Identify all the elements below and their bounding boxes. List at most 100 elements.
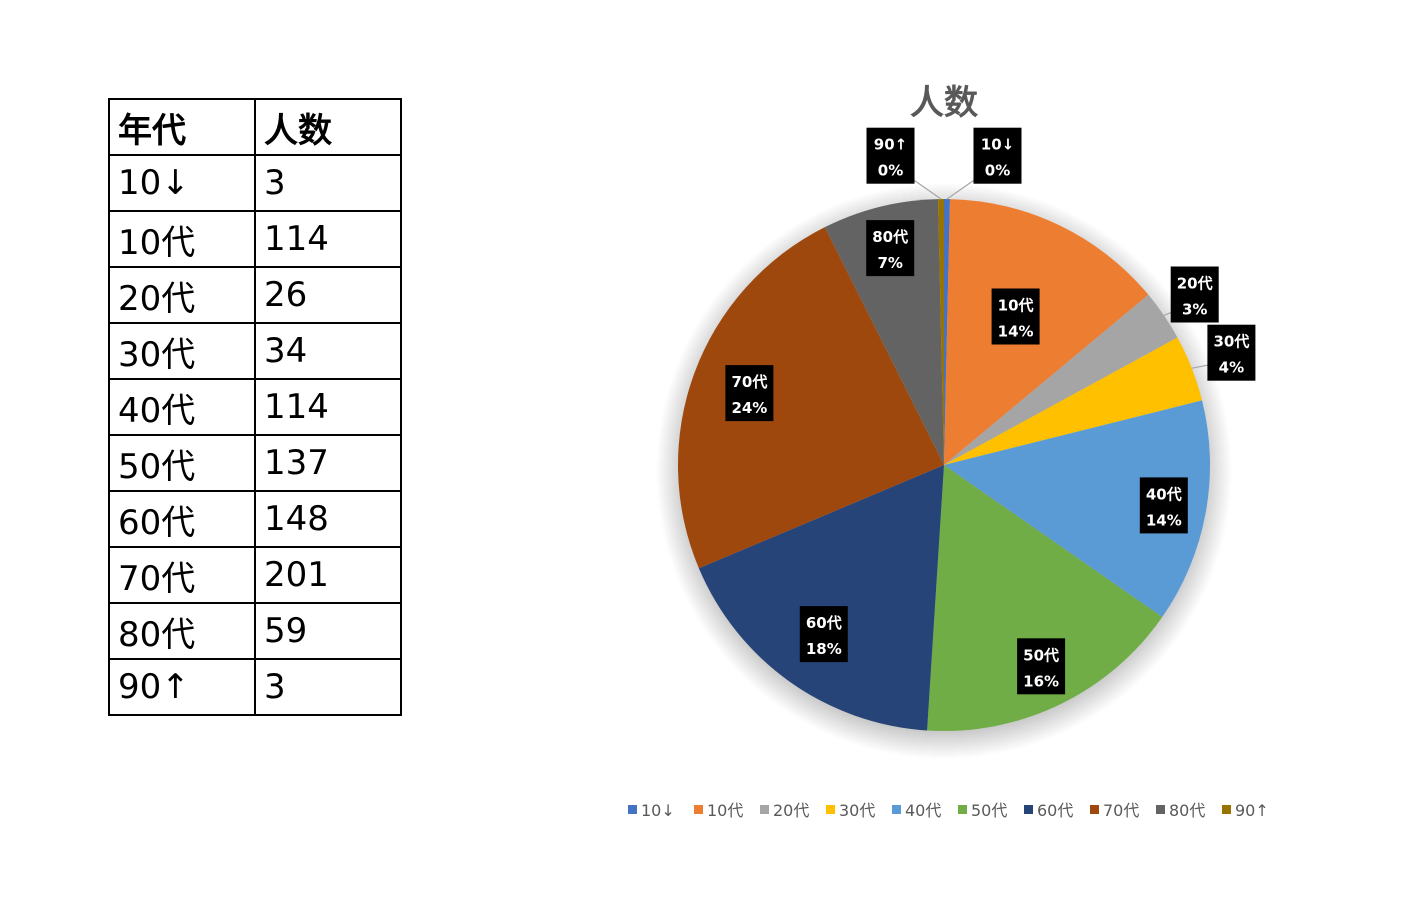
legend-label: 70代 — [1103, 801, 1139, 820]
data-label-box — [1170, 266, 1219, 323]
cell-count: 148 — [254, 490, 402, 548]
table-row: 10代 114 — [108, 210, 402, 268]
legend-label: 80代 — [1169, 801, 1205, 820]
data-label-category: 10代 — [998, 297, 1034, 315]
data-label-box — [799, 606, 848, 663]
table-row: 50代 137 — [108, 434, 402, 492]
data-label-percent: 7% — [877, 254, 902, 272]
legend-label: 60代 — [1037, 801, 1073, 820]
legend-item-10under: 10↓ — [628, 801, 675, 820]
table-row: 40代 114 — [108, 378, 402, 436]
data-label-category: 80代 — [872, 228, 908, 246]
data-label-category: 40代 — [1146, 485, 1182, 503]
data-label-box — [866, 220, 915, 277]
data-label-category: 30代 — [1213, 333, 1249, 351]
data-label-percent: 18% — [806, 640, 842, 658]
data-label-percent: 24% — [731, 399, 767, 417]
pie-slice-90over — [938, 199, 944, 465]
table-row: 80代 59 — [108, 602, 402, 660]
legend-swatch — [628, 805, 637, 814]
data-label-box — [1139, 477, 1188, 534]
data-label-category: 10↓ — [981, 136, 1014, 154]
data-label-percent: 4% — [1219, 359, 1244, 377]
legend-label: 30代 — [839, 801, 875, 820]
data-label-box — [973, 127, 1022, 184]
legend-label: 10代 — [707, 801, 743, 820]
data-label-percent: 3% — [1182, 301, 1207, 319]
data-label-percent: 0% — [985, 162, 1010, 180]
table-row: 30代 34 — [108, 322, 402, 380]
legend-swatch — [760, 805, 769, 814]
table-row: 60代 148 — [108, 490, 402, 548]
legend-item-40s: 40代 — [892, 801, 941, 820]
data-label-10under: 10↓0% — [973, 127, 1022, 184]
cell-age: 90↑ — [108, 658, 256, 716]
chart-title: 人数 — [910, 83, 978, 123]
legend-swatch — [1090, 805, 1099, 814]
legend-item-50s: 50代 — [958, 801, 1007, 820]
pie-slice-70s — [677, 227, 944, 569]
header-count: 人数 — [254, 98, 402, 156]
cell-age: 70代 — [108, 546, 256, 604]
data-label-90over: 90↑0% — [866, 127, 915, 184]
pie-slice-80s — [824, 199, 944, 465]
cell-count: 3 — [254, 658, 402, 716]
cell-count: 137 — [254, 434, 402, 492]
legend-item-80s: 80代 — [1156, 801, 1205, 820]
legend-swatch — [1024, 805, 1033, 814]
cell-count: 114 — [254, 210, 402, 268]
pie-slice-30s — [944, 337, 1203, 465]
pie-slice-10under — [944, 199, 950, 465]
cell-age: 10代 — [108, 210, 256, 268]
cell-age: 60代 — [108, 490, 256, 548]
data-label-category: 20代 — [1177, 275, 1213, 293]
cell-age: 20代 — [108, 266, 256, 324]
legend-item-20s: 20代 — [760, 801, 809, 820]
data-label-percent: 0% — [878, 162, 903, 180]
table-row: 70代 201 — [108, 546, 402, 604]
cell-count: 3 — [254, 154, 402, 212]
table-header-row: 年代 人数 — [108, 98, 402, 156]
legend-label: 50代 — [971, 801, 1007, 820]
data-label-box — [725, 365, 774, 422]
data-label-category: 60代 — [806, 614, 842, 632]
legend-item-70s: 70代 — [1090, 801, 1139, 820]
cell-count: 114 — [254, 378, 402, 436]
legend-item-90over: 90↑ — [1222, 801, 1269, 820]
cell-age: 80代 — [108, 602, 256, 660]
data-label-percent: 14% — [998, 323, 1034, 341]
legend-label: 10↓ — [641, 801, 675, 820]
table-row: 10↓ 3 — [108, 154, 402, 212]
cell-count: 34 — [254, 322, 402, 380]
data-table: 年代 人数 10↓ 3 10代 114 20代 26 30代 34 40代 114 50代… — [108, 98, 402, 716]
data-label-box — [1207, 324, 1256, 381]
data-label-category: 50代 — [1023, 646, 1059, 664]
cell-count: 201 — [254, 546, 402, 604]
cell-age: 30代 — [108, 322, 256, 380]
table-row: 90↑ 3 — [108, 658, 402, 716]
data-label-box — [991, 288, 1040, 345]
cell-count: 59 — [254, 602, 402, 660]
legend-swatch — [694, 805, 703, 814]
legend-item-60s: 60代 — [1024, 801, 1073, 820]
pie-slice-60s — [698, 465, 944, 731]
legend-swatch — [892, 805, 901, 814]
data-label-box — [1017, 638, 1066, 695]
pie-slice-40s — [944, 400, 1211, 618]
pie-slice-20s — [944, 294, 1178, 465]
legend-swatch — [958, 805, 967, 814]
legend-label: 90↑ — [1235, 801, 1269, 820]
data-label-percent: 14% — [1146, 511, 1182, 529]
legend-label: 40代 — [905, 801, 941, 820]
legend-item-30s: 30代 — [826, 801, 875, 820]
cell-count: 26 — [254, 266, 402, 324]
pie-slice-50s — [927, 465, 1163, 731]
